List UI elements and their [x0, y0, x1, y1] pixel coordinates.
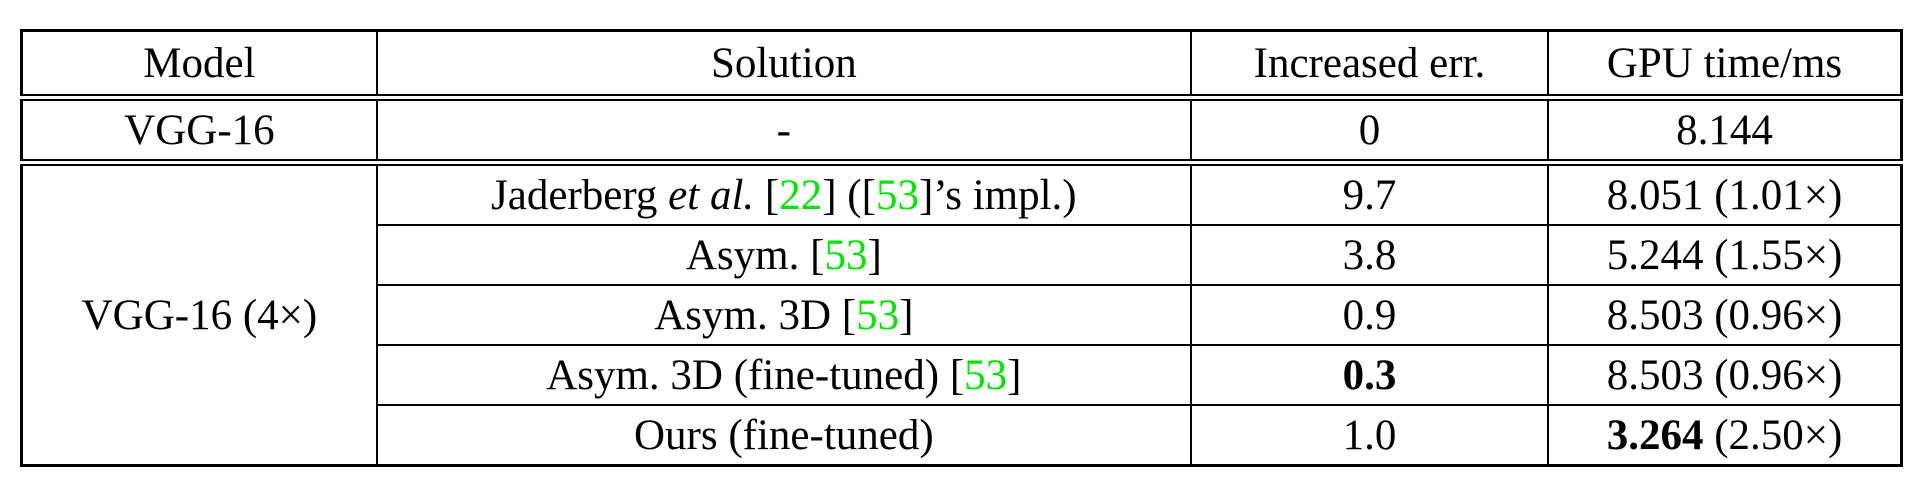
cell-text: Jaderberg [491, 171, 669, 219]
table-body: VGG-16 - 0 8.144 VGG-16 (4×) Jaderberg et al.… [20, 96, 1903, 467]
cell-text: 8.503 (0.96×) [1606, 351, 1843, 399]
paper-table-figure: Model Solution Increased err. GPU time/m… [20, 29, 1903, 467]
increased-err-cell: 0.9 [1189, 284, 1550, 346]
citation-link[interactable]: 53 [856, 291, 900, 339]
cell-text: (2.50×) [1703, 411, 1843, 459]
col-header-model: Model [20, 29, 378, 101]
cell-text: 0 [1358, 106, 1381, 154]
model-cell: VGG-16 [20, 96, 378, 166]
table-row: VGG-16 - 0 8.144 [20, 96, 1903, 166]
gpu-time-cell: 3.264 (2.50×) [1547, 404, 1903, 467]
cell-text: ] [899, 291, 914, 339]
cell-text: ] ([ [822, 171, 876, 219]
header-row: Model Solution Increased err. GPU time/m… [20, 29, 1903, 101]
increased-err-cell: 9.7 [1189, 161, 1550, 226]
gpu-time-cell: 5.244 (1.55×) [1547, 224, 1903, 286]
citation-link[interactable]: 53 [824, 231, 868, 279]
solution-cell: Jaderberg et al. [22] ([53]’s impl.) [375, 161, 1192, 226]
increased-err-cell: 1.0 [1189, 404, 1550, 467]
cell-text: 5.244 (1.55×) [1606, 231, 1843, 279]
cell-text: ] [867, 231, 882, 279]
results-table: Model Solution Increased err. GPU time/m… [20, 29, 1903, 467]
solution-cell: Asym. 3D [53] [375, 284, 1192, 346]
gpu-time-cell: 8.503 (0.96×) [1547, 344, 1903, 406]
gpu-time-cell: 8.503 (0.96×) [1547, 284, 1903, 346]
solution-cell: Asym. 3D (fine-tuned) [53] [375, 344, 1192, 406]
cell-text: 8.503 (0.96×) [1606, 291, 1843, 339]
cell-text: 3.8 [1342, 231, 1397, 279]
cell-text: Asym. [ [685, 231, 825, 279]
col-header-gpu-time: GPU time/ms [1547, 29, 1903, 101]
table-row: VGG-16 (4×) Jaderberg et al. [22] ([53]’s… [20, 161, 1903, 467]
model-cell: VGG-16 (4×) [20, 161, 378, 467]
gpu-time-cell: 8.144 [1547, 96, 1903, 166]
citation-link[interactable]: 53 [875, 171, 919, 219]
table-row: Asym. 3D (fine-tuned) [53] 0.3 8.503 (0.96… [22, 344, 1903, 406]
cell-text: et al. [668, 171, 755, 219]
cell-text: 9.7 [1342, 171, 1397, 219]
cell-text: Asym. 3D (fine-tuned) [ [546, 351, 965, 399]
cell-text: Asym. 3D [ [654, 291, 857, 339]
solution-cell: - [375, 96, 1192, 166]
table-row: Asym. [53] 3.8 5.244 (1.55×) [22, 224, 1903, 286]
citation-link[interactable]: 53 [964, 351, 1008, 399]
cell-text: 0.3 [1342, 351, 1397, 399]
table-row: Ours (fine-tuned) 1.0 3.264 (2.50×) [22, 404, 1903, 467]
solution-cell: Asym. [53] [375, 224, 1192, 286]
cell-text: 8.051 (1.01×) [1606, 171, 1843, 219]
cell-text: 3.264 [1606, 411, 1704, 459]
col-header-solution: Solution [375, 29, 1192, 101]
gpu-time-cell: 8.051 (1.01×) [1547, 161, 1903, 226]
col-header-increased-err: Increased err. [1189, 29, 1550, 101]
increased-err-cell: 0.3 [1189, 344, 1550, 406]
cell-text: - [776, 106, 791, 154]
increased-err-cell: 3.8 [1189, 224, 1550, 286]
cell-text: ] [1007, 351, 1022, 399]
table-row: Asym. 3D [53] 0.9 8.503 (0.96×) [22, 284, 1903, 346]
cell-text: VGG-16 (4×) [81, 291, 318, 339]
cell-text: 0.9 [1342, 291, 1397, 339]
cell-text: [ [754, 171, 780, 219]
cell-text: ]’s impl.) [918, 171, 1077, 219]
cell-text: VGG-16 [124, 106, 275, 154]
cell-text: 8.144 [1676, 106, 1773, 154]
cell-text: 1.0 [1342, 411, 1397, 459]
solution-cell: Ours (fine-tuned) [375, 404, 1192, 467]
cell-text: Ours (fine-tuned) [633, 411, 934, 459]
citation-link[interactable]: 22 [779, 171, 823, 219]
increased-err-cell: 0 [1189, 96, 1550, 166]
